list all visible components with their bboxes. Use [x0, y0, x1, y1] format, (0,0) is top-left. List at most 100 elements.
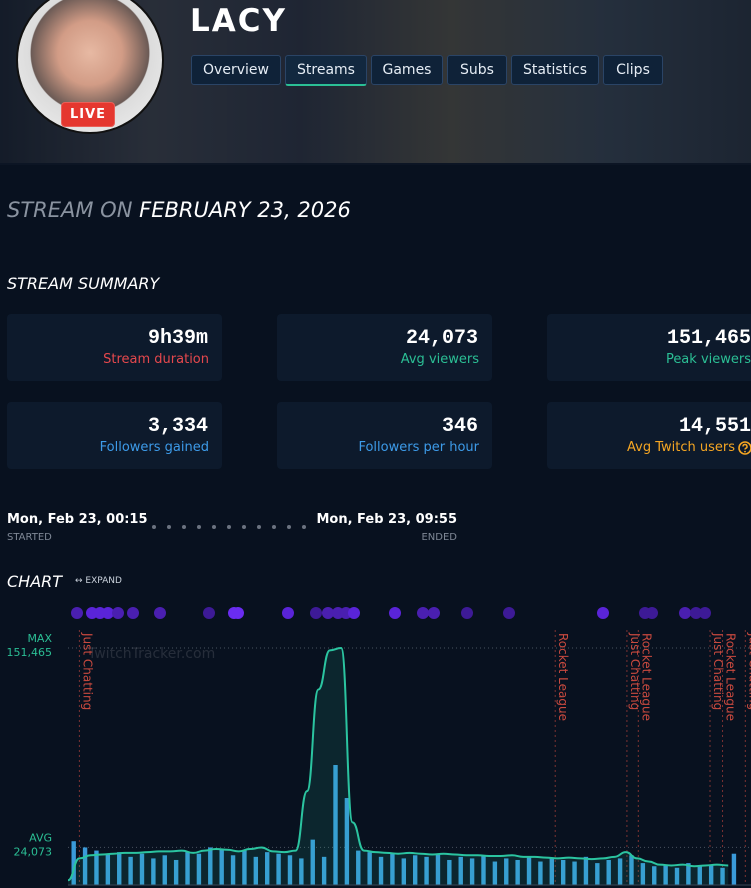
bar	[196, 853, 202, 885]
stat-label: Followers gained	[99, 440, 209, 455]
bar	[549, 858, 554, 885]
bar	[674, 867, 680, 885]
bar	[253, 856, 259, 885]
bar	[697, 866, 702, 885]
stat-label: Peak viewers	[665, 352, 751, 367]
line	[67, 647, 729, 882]
event-dot	[417, 607, 429, 619]
bar	[469, 858, 475, 885]
stat-card: 14,551 Avg Twitch users	[547, 402, 751, 469]
stream-date: FEBRUARY 23, 2026	[139, 198, 351, 222]
stat-value: 24,073	[405, 327, 478, 350]
stat-card: 9h39m Stream duration	[7, 314, 222, 381]
reference-label: AVG	[29, 831, 52, 844]
nav-tab[interactable]: Games	[371, 55, 443, 85]
bar	[265, 852, 270, 885]
live-badge: LIVE	[61, 102, 115, 127]
stat-card: 3,334 Followers gained	[7, 402, 222, 469]
event-dot	[71, 607, 83, 619]
bar	[173, 859, 179, 885]
event-dot	[102, 607, 114, 619]
bar	[652, 866, 657, 885]
bar	[560, 859, 566, 885]
event-dot	[597, 607, 609, 619]
bar	[481, 855, 486, 885]
event-dot	[127, 607, 139, 619]
stat-value: 14,551	[678, 415, 751, 438]
reference-value: 24,073	[14, 845, 53, 858]
bar	[185, 852, 190, 885]
stat-value: 3,334	[147, 415, 208, 438]
bar	[504, 858, 509, 885]
annotation-label: Rocket League	[724, 633, 738, 721]
timeline-dots	[152, 525, 306, 529]
nav-tab[interactable]: Clips	[603, 55, 663, 85]
bar	[572, 861, 577, 885]
nav-tab[interactable]: Streams	[285, 55, 367, 86]
event-dot	[428, 607, 440, 619]
stat-value: 151,465	[666, 327, 751, 350]
bar	[299, 858, 304, 885]
start-label: STARTED	[7, 532, 52, 543]
expand-button[interactable]: ↔ EXPAND	[75, 576, 122, 586]
bar	[162, 855, 167, 885]
end-label: ENDED	[421, 532, 457, 543]
event-dot	[699, 607, 711, 619]
bar	[378, 856, 384, 885]
bar	[117, 852, 122, 885]
bar	[151, 858, 156, 885]
bar	[606, 859, 611, 885]
watermark: TwitchTracker.com	[87, 646, 215, 662]
bar	[731, 853, 737, 885]
bar	[640, 863, 646, 885]
bar	[492, 861, 498, 885]
event-dot	[461, 607, 473, 619]
bar	[230, 855, 236, 885]
event-dot	[348, 607, 360, 619]
event-dot	[389, 607, 401, 619]
bar	[310, 839, 315, 885]
section-title: STREAM SUMMARY	[7, 274, 160, 293]
event-dot	[310, 607, 322, 619]
bar	[595, 863, 600, 885]
event-dot	[322, 607, 334, 619]
end-time: Mon, Feb 23, 09:55	[316, 512, 457, 527]
event-dot	[282, 607, 294, 619]
bar	[617, 858, 623, 885]
event-dot	[154, 607, 166, 619]
bar	[287, 855, 293, 885]
bar	[515, 859, 520, 885]
bar	[82, 847, 88, 885]
event-dot	[203, 607, 215, 619]
bar	[208, 847, 213, 885]
bar	[458, 856, 463, 885]
annotation-label: Just Chatting	[80, 632, 94, 710]
bar	[663, 864, 668, 885]
nav-tab[interactable]: Subs	[447, 55, 507, 85]
bar	[538, 861, 543, 885]
bar	[321, 856, 327, 885]
annotation-label: Just Chatting	[711, 632, 725, 710]
stat-value: 346	[441, 415, 478, 438]
stat-label: Avg Twitch users	[627, 440, 735, 455]
bar	[583, 856, 589, 885]
bar	[94, 850, 99, 885]
bar	[356, 850, 361, 885]
help-icon[interactable]	[738, 441, 751, 455]
bar	[333, 765, 338, 885]
stream-title: STREAM ON FEBRUARY 23, 2026	[7, 198, 351, 222]
event-dot	[679, 607, 691, 619]
nav-tab[interactable]: Statistics	[511, 55, 599, 85]
nav-tab[interactable]: Overview	[191, 55, 281, 85]
bar	[367, 852, 372, 885]
stat-card: 346 Followers per hour	[277, 402, 492, 469]
bar	[242, 850, 247, 885]
bar	[128, 856, 133, 885]
bar	[105, 853, 111, 885]
stat-label: Stream duration	[103, 352, 209, 367]
chart-title: CHART	[7, 572, 63, 591]
event-dot	[112, 607, 124, 619]
stat-label: Followers per hour	[358, 440, 479, 455]
